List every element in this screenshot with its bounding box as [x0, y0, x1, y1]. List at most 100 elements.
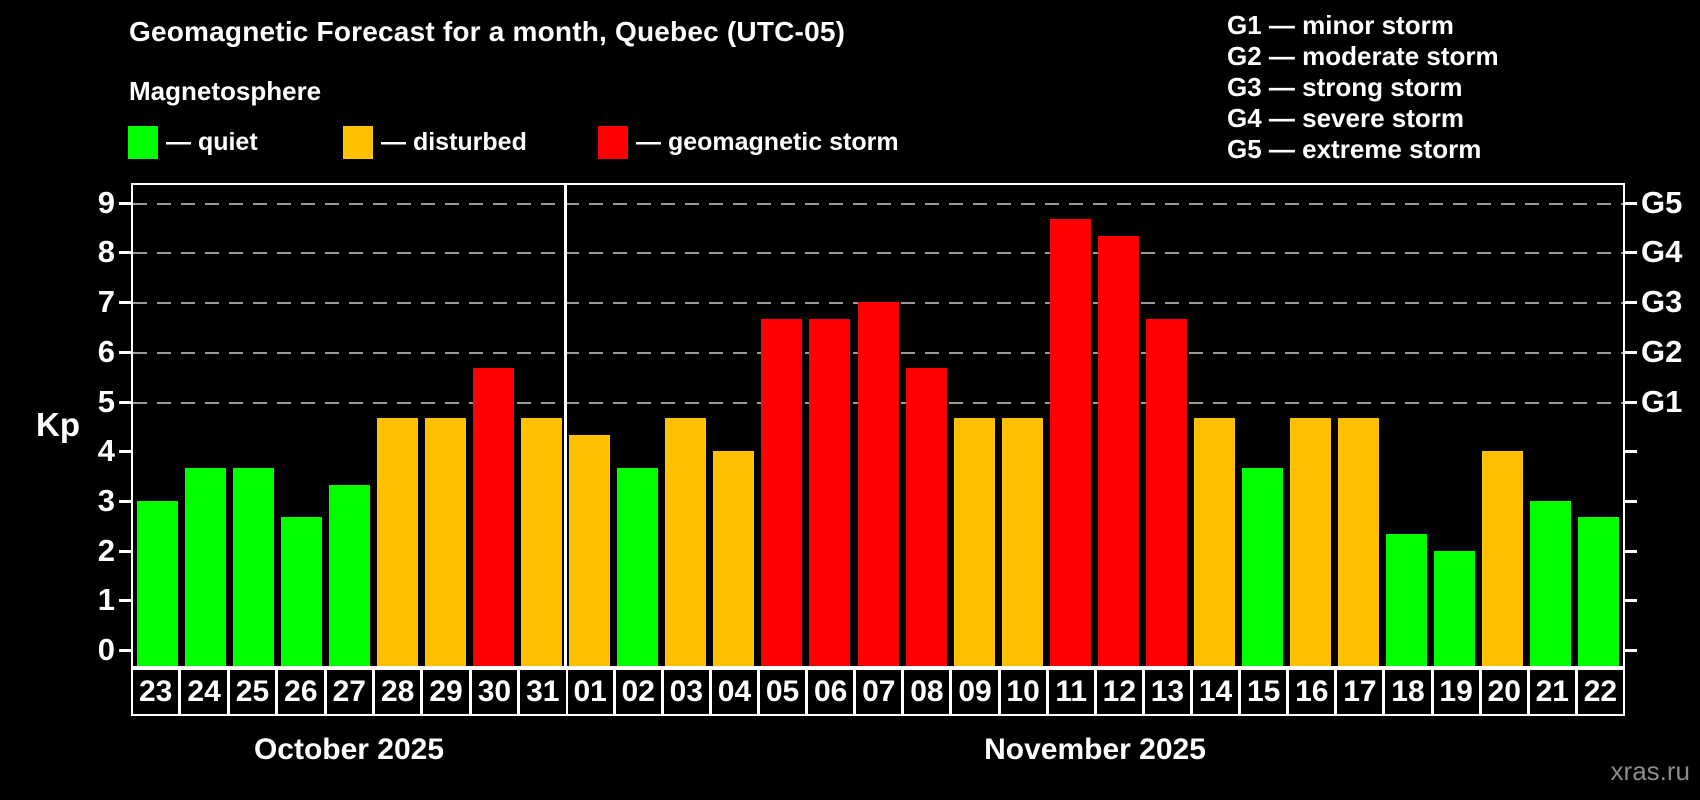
chart-title: Geomagnetic Forecast for a month, Quebec…	[129, 16, 846, 47]
y-axis-tick	[119, 251, 131, 255]
kp-bar	[857, 302, 899, 666]
y-axis-tick	[1625, 350, 1637, 354]
y-axis-tick	[1625, 599, 1637, 603]
date-cell: 19	[1430, 670, 1479, 714]
legend-label-storm: — geomagnetic storm	[636, 128, 899, 156]
watermark: xras.ru	[1610, 756, 1690, 786]
g-scale-legend: G1 — minor storm G2 — moderate storm G3 …	[1227, 10, 1499, 165]
quiet-swatch-icon	[128, 126, 158, 159]
y-axis-tick	[1625, 450, 1637, 454]
y-axis-tick	[1625, 251, 1637, 255]
kp-bar	[1386, 534, 1428, 666]
g-level-label: G2	[1641, 333, 1683, 369]
y-axis-tick-label: 7	[97, 284, 115, 320]
kp-bar	[809, 318, 851, 666]
date-cell: 27	[323, 670, 372, 714]
y-axis-tick-label: 4	[97, 433, 115, 469]
kp-bar	[665, 417, 707, 666]
legend-label-quiet: — quiet	[166, 128, 258, 156]
date-cell: 22	[1574, 670, 1623, 714]
date-cell: 04	[708, 670, 757, 714]
y-axis-tick	[1625, 549, 1637, 553]
kp-bar	[424, 417, 466, 666]
y-axis-tick	[119, 201, 131, 205]
date-cell: 17	[1334, 670, 1382, 714]
date-cell: 02	[612, 670, 661, 714]
date-cell: 06	[805, 670, 853, 714]
y-axis-tick-label: 0	[97, 632, 115, 667]
y-axis-tick-label: 8	[97, 234, 115, 270]
g-scale-legend-item: G5 — extreme storm	[1227, 134, 1482, 164]
kp-bar	[1242, 467, 1284, 666]
g-level-label: G3	[1641, 284, 1683, 320]
kp-bar	[1482, 451, 1524, 666]
date-cell: 20	[1478, 670, 1527, 714]
y-axis-tick-label: 2	[97, 532, 115, 568]
kp-bar	[376, 417, 418, 666]
month-separator-line	[564, 185, 568, 666]
month-label: October 2025	[253, 733, 445, 766]
kp-bar	[280, 517, 322, 666]
y-axis-tick	[119, 549, 131, 553]
y-axis-tick	[119, 499, 131, 503]
date-cell: 05	[757, 670, 805, 714]
kp-bar	[1049, 219, 1091, 666]
kp-bar	[136, 500, 178, 666]
kp-bar	[184, 467, 226, 666]
g-level-label: G4	[1641, 234, 1683, 270]
y-axis-title: Kp	[36, 406, 80, 443]
kp-bar	[1530, 500, 1572, 666]
date-cell: 12	[1093, 670, 1142, 714]
date-cell: 28	[371, 670, 420, 714]
kp-bar	[953, 417, 995, 666]
y-axis-tick	[1625, 301, 1637, 305]
date-cell: 16	[1286, 670, 1334, 714]
kp-bar	[1290, 417, 1332, 666]
y-axis-tick-label: 9	[97, 184, 115, 220]
date-cell: 08	[901, 670, 949, 714]
y-axis-tick	[1625, 649, 1637, 652]
month-label: November 2025	[984, 733, 1206, 766]
legend-label-disturbed: — disturbed	[381, 128, 527, 156]
storm-swatch-icon	[598, 126, 628, 159]
kp-bar	[1001, 417, 1043, 666]
y-axis-tick-label: 6	[97, 333, 115, 369]
g-level-label: G5	[1641, 184, 1683, 220]
kp-bar	[713, 451, 755, 666]
date-row: 23 24 25 26 27 28 29 30 31	[131, 668, 568, 716]
kp-bar	[328, 484, 370, 666]
date-cell: 25	[226, 670, 275, 714]
date-cell: 21	[1526, 670, 1575, 714]
y-axis-tick	[119, 450, 131, 454]
kp-bar	[569, 434, 611, 666]
date-cell: 23	[139, 675, 173, 708]
date-cell: 26	[275, 670, 323, 714]
y-axis-tick	[119, 350, 131, 354]
date-cell: 29	[420, 670, 468, 714]
y-axis-tick	[119, 301, 131, 305]
g-scale-legend-item: G3 — strong storm	[1227, 72, 1463, 102]
kp-bar	[521, 417, 563, 666]
gridline	[133, 252, 1623, 255]
disturbed-swatch-icon	[343, 126, 373, 159]
g-scale-legend-item: G2 — moderate storm	[1227, 41, 1499, 71]
kp-bar	[1145, 318, 1187, 666]
gridline	[133, 202, 1623, 205]
date-cell: 13	[1141, 670, 1190, 714]
date-cell: 10	[997, 670, 1046, 714]
kp-bar	[617, 467, 659, 666]
date-cell: 11	[1045, 670, 1094, 714]
date-cell: 03	[660, 670, 709, 714]
date-cell: 01	[573, 675, 607, 708]
kp-bar	[472, 368, 514, 666]
y-axis-tick	[1625, 201, 1637, 205]
date-cell: 14	[1190, 670, 1238, 714]
kp-bar	[1193, 417, 1235, 666]
y-axis-tick	[119, 599, 131, 603]
y-axis-tick	[1625, 400, 1637, 404]
date-row: 01 02 03 04 05 06 07 08 09 10 11 12 13 14 15 16 17 18 19 20…	[565, 668, 1625, 716]
g-scale-legend-item: G1 — minor storm	[1227, 10, 1454, 40]
y-axis-tick	[119, 400, 131, 404]
y-axis-tick-label: 1	[97, 582, 115, 618]
